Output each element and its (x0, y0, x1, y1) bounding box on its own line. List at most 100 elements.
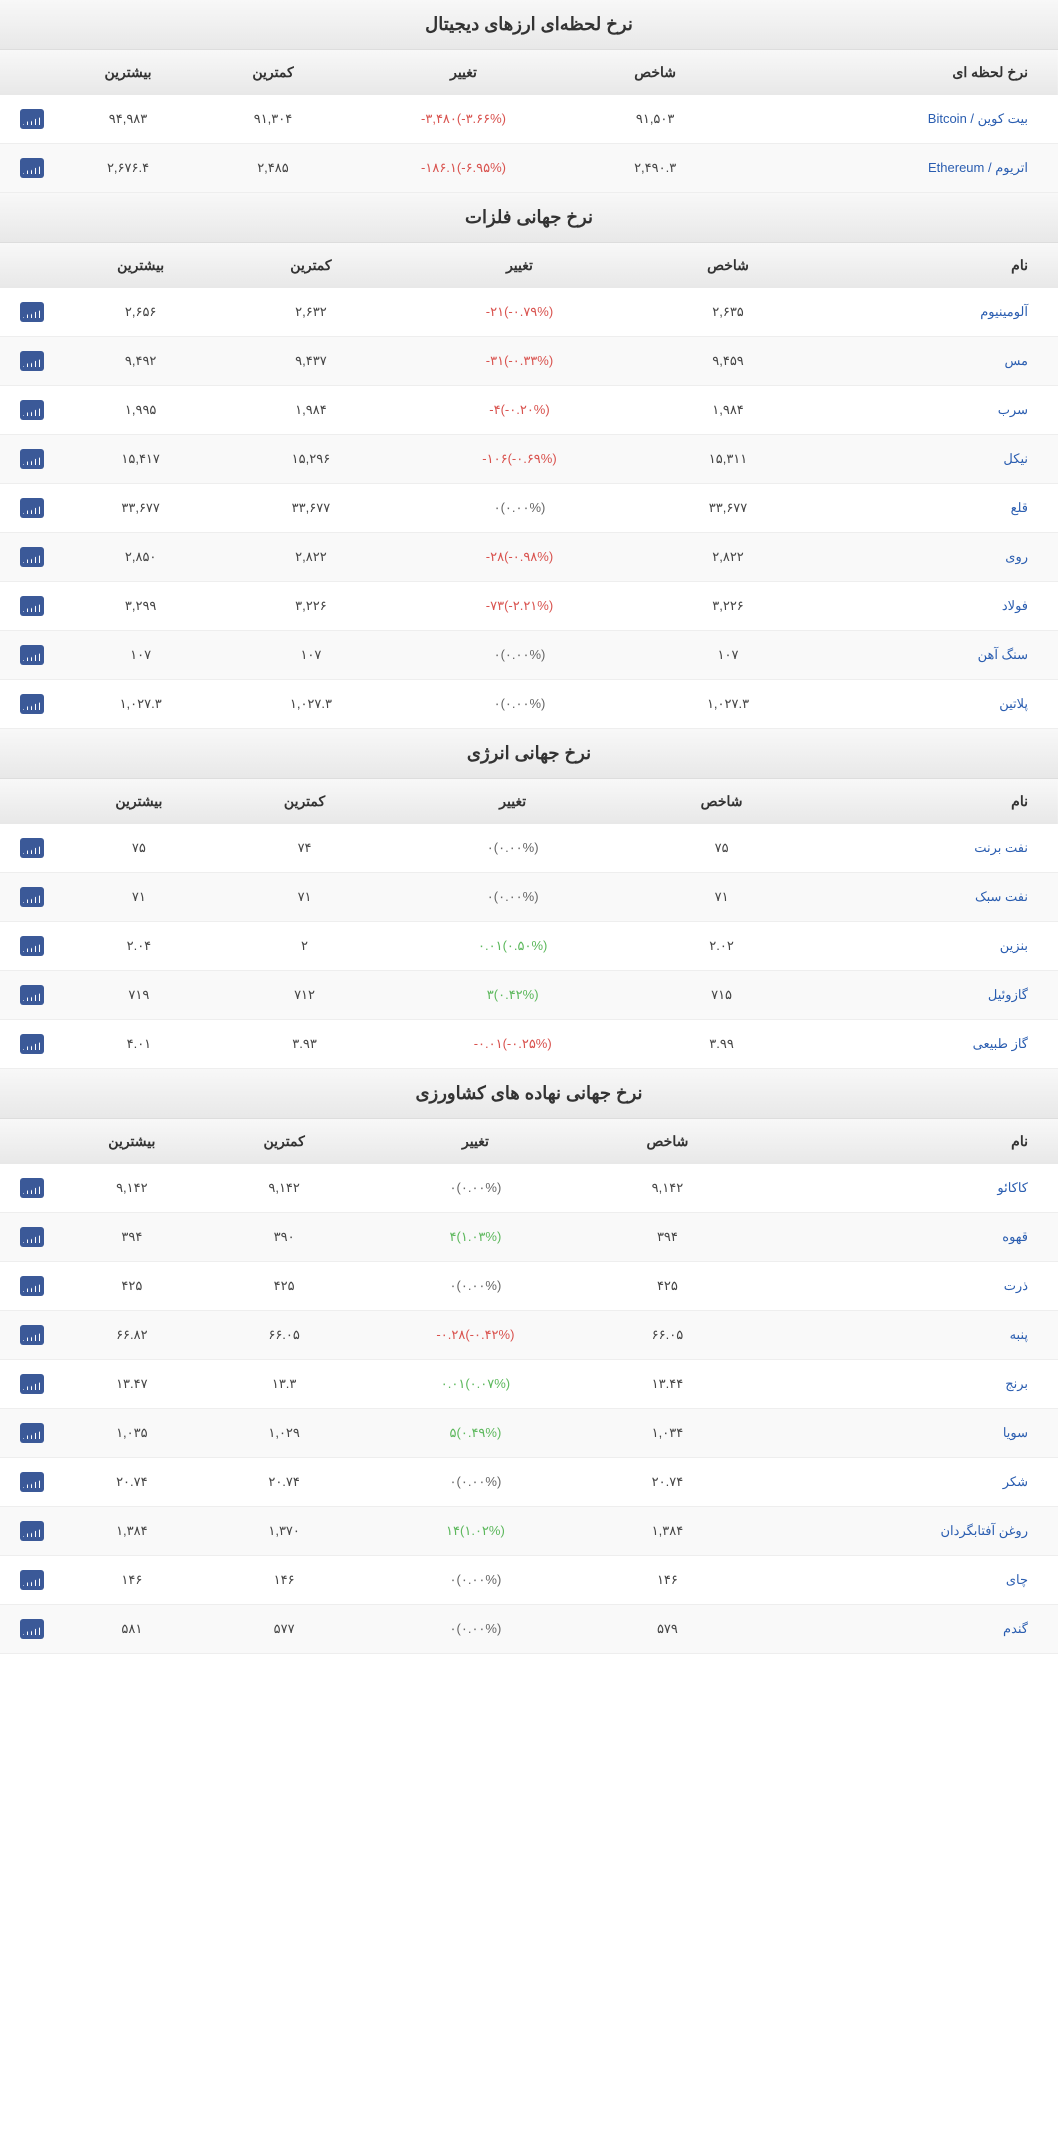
chart-icon[interactable] (20, 449, 44, 469)
chart-icon[interactable] (20, 1423, 44, 1443)
item-name[interactable]: فولاد (810, 582, 1058, 631)
item-high: ۱۳.۴۷ (52, 1360, 212, 1409)
chart-cell (0, 824, 52, 873)
item-name[interactable]: بنزین (801, 922, 1058, 971)
chart-icon[interactable] (20, 400, 44, 420)
change-value: ۰ (487, 889, 494, 904)
change-value: ۰ (450, 1180, 457, 1195)
item-name[interactable]: سنگ آهن (810, 631, 1058, 680)
table-row: گندم۵۷۹۰(۰.۰۰%)۵۷۷۵۸۱ (0, 1605, 1058, 1654)
item-change: ۰(۰.۰۰%) (357, 1262, 595, 1311)
chart-cell (0, 873, 52, 922)
table-row: پلاتین۱,۰۲۷.۳۰(۰.۰۰%)۱,۰۲۷.۳۱,۰۲۷.۳ (0, 680, 1058, 729)
chart-icon[interactable] (20, 1276, 44, 1296)
item-name[interactable]: مس (810, 337, 1058, 386)
chart-icon[interactable] (20, 1178, 44, 1198)
item-name[interactable]: قلع (810, 484, 1058, 533)
chart-icon[interactable] (20, 645, 44, 665)
item-high: ۱۰۷ (52, 631, 229, 680)
item-name[interactable]: گازوئیل (801, 971, 1058, 1020)
chart-icon[interactable] (20, 109, 44, 129)
chart-cell (0, 288, 52, 337)
change-value: -۲۸ (486, 549, 504, 564)
item-index: ۱۵,۳۱۱ (646, 435, 809, 484)
change-percent: (۰.۰۰%) (501, 696, 546, 711)
chart-cell (0, 971, 52, 1020)
item-name[interactable]: برنج (741, 1360, 1058, 1409)
chart-icon[interactable] (20, 936, 44, 956)
item-name[interactable]: کاکائو (741, 1164, 1058, 1213)
chart-cell (0, 1311, 52, 1360)
table-row: نفت سبک۷۱۰(۰.۰۰%)۷۱۷۱ (0, 873, 1058, 922)
table-row: گاز طبیعی۳.۹۹-۰.۰۱(-۰.۲۵%)۳.۹۳۴.۰۱ (0, 1020, 1058, 1069)
item-name[interactable]: چای (741, 1556, 1058, 1605)
item-name[interactable]: گاز طبیعی (801, 1020, 1058, 1069)
chart-cell (0, 631, 52, 680)
chart-cell (0, 484, 52, 533)
item-name[interactable]: سرب (810, 386, 1058, 435)
item-name[interactable]: پلاتین (810, 680, 1058, 729)
chart-icon[interactable] (20, 887, 44, 907)
change-percent: (-۰.۷۹%) (504, 304, 553, 319)
chart-icon[interactable] (20, 1227, 44, 1247)
change-value: -۳۱ (486, 353, 504, 368)
item-name[interactable]: اتریوم / Ethereum (725, 144, 1058, 193)
chart-icon[interactable] (20, 158, 44, 178)
item-name[interactable]: روغن آفتابگردان (741, 1507, 1058, 1556)
chart-icon[interactable] (20, 1034, 44, 1054)
chart-icon[interactable] (20, 1570, 44, 1590)
item-index: ۹,۴۵۹ (646, 337, 809, 386)
item-change: -۳,۴۸۰(-۳.۶۶%) (342, 95, 585, 144)
item-high: ۱,۹۹۵ (52, 386, 229, 435)
chart-icon[interactable] (20, 498, 44, 518)
col-high: بیشترین (52, 50, 204, 95)
change-percent: (۰.۰۷%) (465, 1376, 510, 1391)
item-index: ۳,۲۲۶ (646, 582, 809, 631)
col-low: کمترین (229, 243, 392, 288)
change-value: -۰.۲۸ (436, 1327, 465, 1342)
chart-icon[interactable] (20, 302, 44, 322)
item-name[interactable]: آلومینیوم (810, 288, 1058, 337)
item-low: ۲,۸۲۲ (229, 533, 392, 582)
item-name[interactable]: گندم (741, 1605, 1058, 1654)
item-name[interactable]: نیکل (810, 435, 1058, 484)
item-name[interactable]: نفت سبک (801, 873, 1058, 922)
item-high: ۲,۶۷۶.۴ (52, 144, 204, 193)
chart-cell (0, 1409, 52, 1458)
item-index: ۷۱۵ (642, 971, 801, 1020)
item-high: ۳۳,۶۷۷ (52, 484, 229, 533)
item-low: ۷۱۲ (226, 971, 384, 1020)
col-low: کمترین (226, 779, 384, 824)
table-row: فولاد۳,۲۲۶-۷۳(-۲.۲۱%)۳,۲۲۶۳,۲۹۹ (0, 582, 1058, 631)
chart-icon[interactable] (20, 547, 44, 567)
item-change: ۰(۰.۰۰%) (393, 631, 647, 680)
item-name[interactable]: نفت برنت (801, 824, 1058, 873)
item-name[interactable]: قهوه (741, 1213, 1058, 1262)
item-name[interactable]: روی (810, 533, 1058, 582)
item-name[interactable]: بیت کوین / Bitcoin (725, 95, 1058, 144)
table-row: نفت برنت۷۵۰(۰.۰۰%)۷۴۷۵ (0, 824, 1058, 873)
item-name[interactable]: سویا (741, 1409, 1058, 1458)
table-row: ذرت۴۲۵۰(۰.۰۰%)۴۲۵۴۲۵ (0, 1262, 1058, 1311)
item-change: -۱۸۶.۱(-۶.۹۵%) (342, 144, 585, 193)
item-low: ۶۶.۰۵ (212, 1311, 357, 1360)
chart-icon[interactable] (20, 596, 44, 616)
change-value: ۰ (450, 1621, 457, 1636)
item-low: ۵۷۷ (212, 1605, 357, 1654)
chart-cell (0, 1213, 52, 1262)
chart-icon[interactable] (20, 1374, 44, 1394)
chart-icon[interactable] (20, 838, 44, 858)
chart-icon[interactable] (20, 351, 44, 371)
item-name[interactable]: شکر (741, 1458, 1058, 1507)
table-row: آلومینیوم۲,۶۳۵-۲۱(-۰.۷۹%)۲,۶۳۲۲,۶۵۶ (0, 288, 1058, 337)
chart-cell (0, 1556, 52, 1605)
item-name[interactable]: پنبه (741, 1311, 1058, 1360)
chart-icon[interactable] (20, 694, 44, 714)
chart-icon[interactable] (20, 1619, 44, 1639)
item-index: ۳۹۴ (594, 1213, 740, 1262)
chart-icon[interactable] (20, 1472, 44, 1492)
chart-icon[interactable] (20, 1521, 44, 1541)
item-name[interactable]: ذرت (741, 1262, 1058, 1311)
chart-icon[interactable] (20, 1325, 44, 1345)
chart-icon[interactable] (20, 985, 44, 1005)
